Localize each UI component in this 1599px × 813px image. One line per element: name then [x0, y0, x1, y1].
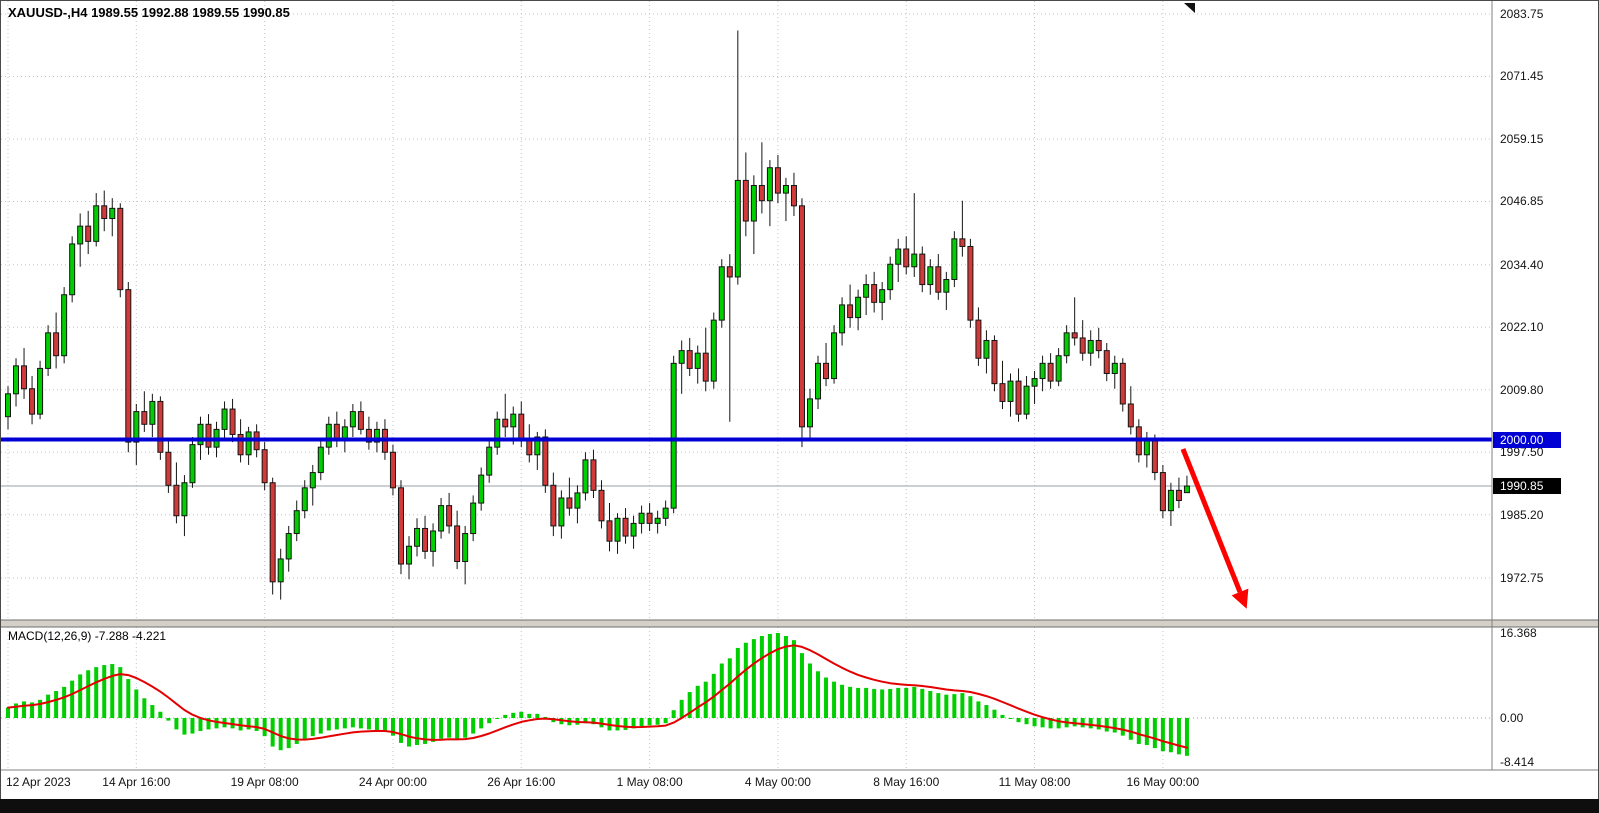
- current-price-tag: 1990.85: [1493, 478, 1561, 495]
- price-axis-label: 2083.75: [1500, 7, 1544, 21]
- price-axis-label: 2022.10: [1500, 320, 1544, 335]
- price-axis-label: 2059.15: [1500, 131, 1544, 146]
- price-axis-label: 1997.50: [1500, 445, 1544, 460]
- macd-indicator-label: MACD(12,26,9) -7.288 -4.221: [8, 629, 167, 643]
- price-axis-label: 1985.20: [1500, 507, 1544, 522]
- time-axis-label: 24 Apr 00:00: [358, 775, 427, 789]
- price-axis-label: 2009.80: [1500, 382, 1544, 397]
- bottom-dark-strip: [0, 799, 1599, 813]
- macd-axis-label: -8.414: [1500, 754, 1535, 769]
- symbol-ohlc-header: XAUUSD-,H4 1989.55 1992.88 1989.55 1990.…: [8, 5, 290, 20]
- time-axis-label: 14 Apr 16:00: [102, 775, 171, 789]
- hline-price-tag: 2000.00: [1493, 431, 1561, 448]
- macd-axis-label: 16.368: [1500, 626, 1537, 641]
- time-axis-label: 11 May 08:00: [998, 775, 1071, 789]
- price-axis-label: 2046.85: [1500, 194, 1544, 209]
- time-axis-label: 26 Apr 16:00: [487, 775, 556, 789]
- price-axis-label: 2071.45: [1500, 69, 1544, 84]
- macd-axis-label: 0.00: [1500, 711, 1524, 725]
- time-axis-label: 19 Apr 08:00: [230, 775, 299, 789]
- price-axis-label: 2034.40: [1500, 257, 1544, 272]
- time-axis-label: 8 May 16:00: [873, 775, 940, 789]
- chart-shift-marker-icon[interactable]: [1184, 3, 1195, 13]
- time-axis-label: 12 Apr 2023: [6, 775, 71, 789]
- price-axis-label: 1972.75: [1500, 571, 1544, 585]
- time-axis-label: 4 May 00:00: [744, 775, 811, 789]
- time-axis-label: 1 May 08:00: [616, 775, 683, 789]
- time-axis-label: 16 May 00:00: [1126, 775, 1200, 789]
